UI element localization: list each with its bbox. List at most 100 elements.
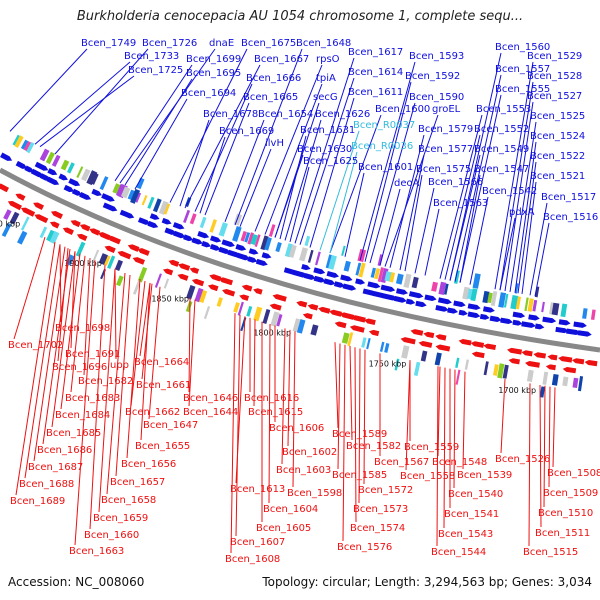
gene-label[interactable]: Bcen_1699	[186, 54, 241, 65]
gene-label[interactable]: Bcen_1617	[348, 47, 403, 58]
gene-label[interactable]: Bcen_1654	[258, 109, 313, 120]
gene-label[interactable]: Bcen_1543	[438, 529, 493, 540]
gene-label[interactable]: Bcen_1604	[263, 504, 318, 515]
gene-label[interactable]: Bcen_1509	[543, 488, 598, 499]
gene-label[interactable]: secG	[313, 92, 338, 103]
gene-label[interactable]: Bcen_1688	[19, 479, 74, 490]
gene-label[interactable]: Bcen_1600	[375, 104, 430, 115]
gene-label[interactable]: Bcen_1669	[219, 126, 274, 137]
gene-label[interactable]: Bcen_1725	[128, 65, 183, 76]
gene-label[interactable]: Bcen_1579	[418, 124, 473, 135]
gene-label[interactable]: Bcen_1527	[527, 91, 582, 102]
gene-label[interactable]: Bcen_1665	[243, 92, 298, 103]
gene-label[interactable]: Bcen_1606	[269, 423, 324, 434]
gene-label[interactable]: Bcen_1603	[276, 465, 331, 476]
gene-label[interactable]: Bcen_1695	[186, 68, 241, 79]
gene-label[interactable]: Bcen_1646	[183, 393, 238, 404]
gene-label[interactable]: Bcen_1552	[474, 124, 529, 135]
gene-label[interactable]: groEL	[432, 104, 461, 115]
gene-label[interactable]: Bcen_1508	[547, 468, 600, 479]
gene-label[interactable]: Bcen_1689	[10, 496, 65, 507]
gene-label[interactable]: dnaE	[209, 38, 234, 49]
gene-label[interactable]: Bcen_1611	[348, 87, 403, 98]
gene-label[interactable]: deoA	[394, 178, 420, 189]
gene-label[interactable]: Bcen_1521	[530, 171, 585, 182]
gene-label[interactable]: Bcen_1541	[444, 509, 499, 520]
gene-label[interactable]: rpsO	[316, 54, 340, 65]
gene-label[interactable]: Bcen_1614	[348, 67, 403, 78]
gene-label[interactable]: Bcen_1522	[530, 151, 585, 162]
gene-label[interactable]: Bcen_1515	[523, 547, 578, 558]
gene-label[interactable]: Bcen_1659	[93, 513, 148, 524]
gene-label[interactable]: Bcen_1644	[183, 407, 238, 418]
gene-label[interactable]: Bcen_1524	[530, 131, 585, 142]
gene-label[interactable]: Bcen_1733	[124, 51, 179, 62]
gene-label[interactable]: Bcen_1605	[256, 523, 311, 534]
gene-label[interactable]: Bcen_1658	[101, 495, 156, 506]
gene-label[interactable]: Bcen_1616	[244, 393, 299, 404]
gene-label[interactable]: Bcen_1664	[134, 357, 189, 368]
gene-label[interactable]: Bcen_1526	[495, 454, 550, 465]
gene-label[interactable]: Bcen_1549	[474, 144, 529, 155]
gene-label[interactable]: Bcen_1557	[495, 64, 550, 75]
gene-label[interactable]: Bcen_1593	[409, 51, 464, 62]
gene-label[interactable]: Bcen_1553	[476, 104, 531, 115]
gene-label[interactable]: Bcen_1607	[230, 537, 285, 548]
gene-label[interactable]: Bcen_1685	[46, 428, 101, 439]
gene-label[interactable]: Bcen_1662	[125, 407, 180, 418]
gene-label[interactable]: Bcen_1726	[142, 38, 197, 49]
gene-label[interactable]: upp	[110, 360, 129, 371]
gene-label[interactable]: Bcen_1626	[315, 109, 370, 120]
gene-label[interactable]: Bcen_1684	[55, 410, 110, 421]
gene-label[interactable]: Bcen_1749	[81, 38, 136, 49]
gene-label[interactable]: Bcen_1615	[248, 407, 303, 418]
gene-label[interactable]: Bcen_1608	[225, 554, 280, 565]
gene-label[interactable]: Bcen_1592	[405, 71, 460, 82]
gene-label[interactable]: Bcen_1511	[535, 528, 590, 539]
gene-label[interactable]: Bcen_1560	[495, 42, 550, 53]
gene-label[interactable]: Bcen_1613	[230, 484, 285, 495]
gene-label[interactable]: ilvH	[265, 138, 284, 149]
gene-label[interactable]: Bcen_1682	[78, 376, 133, 387]
gene-label[interactable]: Bcen_1598	[287, 488, 342, 499]
gene-label[interactable]: Bcen_1525	[530, 111, 585, 122]
gene-label[interactable]: Bcen_1563	[433, 198, 488, 209]
gene-label[interactable]: Bcen_1544	[431, 547, 486, 558]
gene-label[interactable]: Bcen_1661	[136, 380, 191, 391]
gene-label[interactable]: Bcen_1666	[246, 73, 301, 84]
gene-label[interactable]: Bcen_1558	[400, 471, 455, 482]
gene-label[interactable]: Bcen_1696	[52, 362, 107, 373]
gene-label[interactable]: Bcen_1691	[65, 349, 120, 360]
gene-label[interactable]: Bcen_1656	[121, 459, 176, 470]
gene-label[interactable]: Bcen_1686	[37, 445, 92, 456]
gene-label[interactable]: Bcen_1548	[432, 457, 487, 468]
gene-label[interactable]: Bcen_1555	[495, 84, 550, 95]
gene-label[interactable]: Bcen_1678	[203, 109, 258, 120]
gene-label[interactable]: Bcen_1542	[482, 186, 537, 197]
gene-label[interactable]: Bcen_1573	[353, 504, 408, 515]
gene-label[interactable]: Bcen_1510	[538, 508, 593, 519]
gene-label[interactable]: Bcen_1657	[110, 477, 165, 488]
gene-label[interactable]: Bcen_1567	[374, 457, 429, 468]
gene-label[interactable]: Bcen_1675	[241, 38, 296, 49]
gene-label[interactable]: Bcen_1559	[404, 442, 459, 453]
gene-label[interactable]: Bcen_1647	[143, 420, 198, 431]
gene-label[interactable]: Bcen_1590	[409, 92, 464, 103]
gene-label[interactable]: Bcen_1625	[303, 156, 358, 167]
gene-label[interactable]: pdxA	[509, 207, 535, 218]
gene-label[interactable]: Bcen_1630	[297, 144, 352, 155]
gene-label[interactable]: Bcen_1683	[65, 393, 120, 404]
gene-label[interactable]: Bcen_1528	[527, 71, 582, 82]
gene-label[interactable]: Bcen_1667	[254, 54, 309, 65]
gene-label[interactable]: Bcen_1566	[428, 177, 483, 188]
gene-label[interactable]: Bcen_1575	[416, 164, 471, 175]
gene-label[interactable]: Bcen_1660	[84, 530, 139, 541]
gene-label[interactable]: Bcen_1631	[300, 125, 355, 136]
gene-label[interactable]: Bcen_1539	[457, 470, 512, 481]
gene-label[interactable]: Bcen_1582	[346, 441, 401, 452]
gene-label[interactable]: Bcen_1602	[282, 447, 337, 458]
gene-label[interactable]: Bcen_R0036	[351, 141, 413, 152]
gene-label[interactable]: Bcen_1687	[28, 462, 83, 473]
gene-label[interactable]: Bcen_1547	[474, 164, 529, 175]
gene-label[interactable]: Bcen_1517	[541, 192, 596, 203]
